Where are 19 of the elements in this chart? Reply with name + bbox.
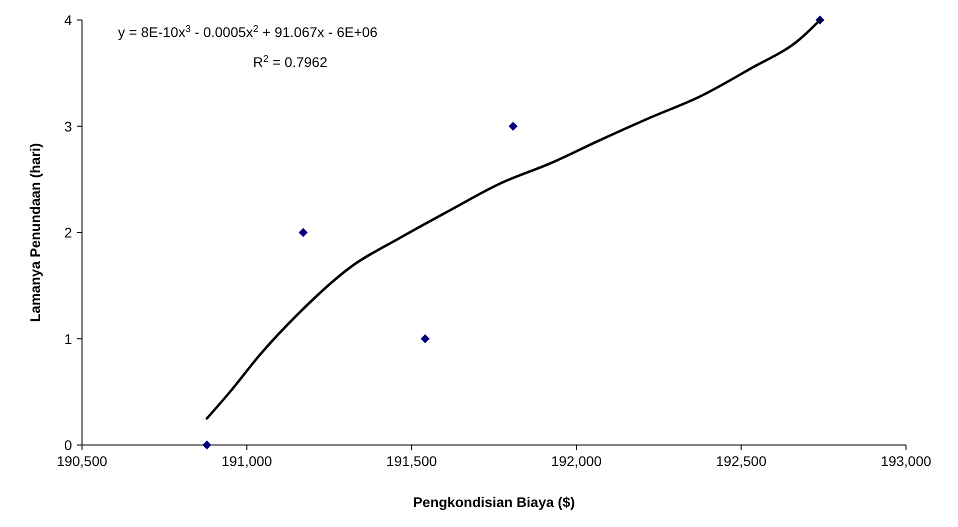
y-tick-label: 3 (64, 118, 72, 134)
x-tick-label: 192,500 (716, 453, 767, 469)
y-tick-label: 4 (64, 12, 72, 28)
x-tick-label: 191,000 (221, 453, 272, 469)
x-tick-label: 191,500 (386, 453, 438, 469)
x-tick-label: 192,000 (551, 453, 602, 469)
annotation: y = 8E-10x$^{3}$ - 0.0005x$^{2}$ + 91.067x - 6E+06 (118, 24, 378, 40)
y-tick-label: 0 (64, 437, 72, 453)
x-axis-title: Pengkondisian Biaya ($) (413, 494, 575, 510)
x-tick-label: 193,000 (880, 453, 932, 469)
y-axis-title: Lamanya Penundaan (hari) (27, 143, 43, 322)
point (202, 440, 212, 450)
point (508, 122, 518, 131)
point (420, 334, 430, 344)
point (298, 228, 308, 237)
y-tick-label: 1 (64, 330, 72, 347)
y-tick-label: 2 (64, 224, 72, 240)
annotation: R$^{2}$ = 0.7962 (253, 54, 328, 70)
x-tick-label: 190,500 (56, 453, 108, 469)
